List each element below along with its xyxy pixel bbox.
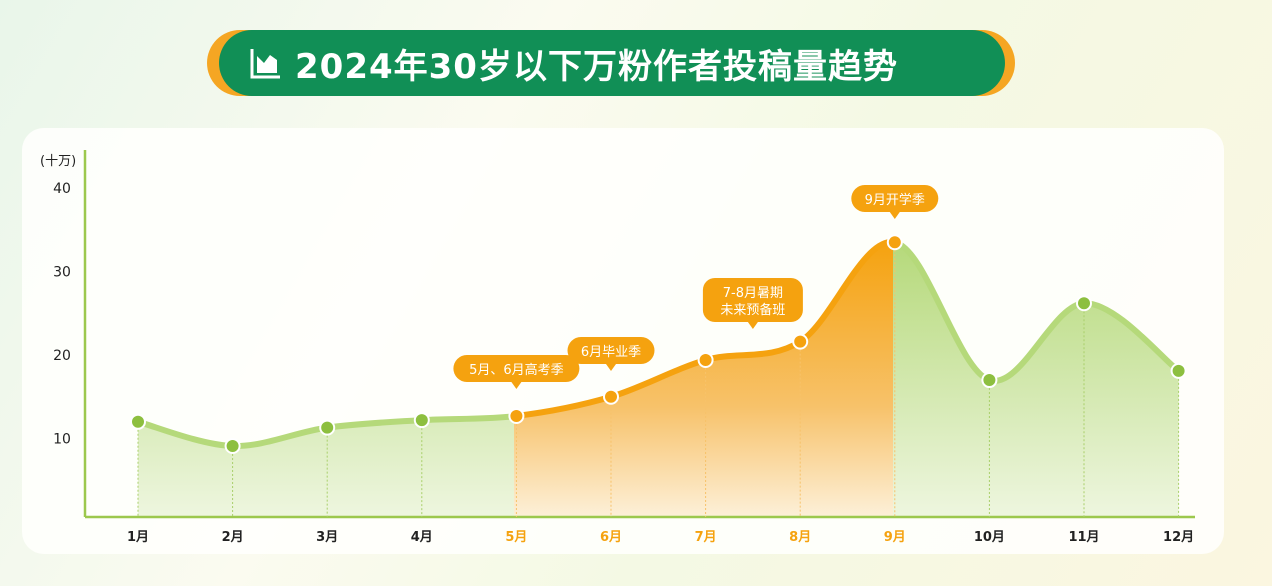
x-tick-label: 3月: [316, 530, 338, 545]
area-chart-icon: [250, 49, 280, 79]
x-tick-label: 4月: [411, 530, 433, 545]
data-point: [413, 412, 430, 429]
data-point: [319, 419, 336, 436]
annotation-callout: 5月、6月高考季: [453, 355, 580, 389]
x-tick-label: 6月: [600, 530, 622, 545]
area-fill-orange: [514, 242, 893, 517]
data-point: [1170, 362, 1187, 379]
x-tick-label: 1月: [127, 530, 149, 545]
data-point: [792, 333, 809, 350]
y-tick-label: 10: [53, 432, 71, 448]
series-line: [893, 239, 1181, 384]
x-tick-label: 11月: [1068, 530, 1099, 545]
data-point: [130, 413, 146, 430]
data-point: [886, 234, 903, 251]
annotation-text: 6月毕业季: [581, 345, 641, 360]
data-point: [603, 388, 619, 405]
x-tick-label: 2月: [222, 530, 244, 545]
y-axis-unit: (十万): [40, 154, 77, 169]
y-tick-label: 40: [53, 181, 71, 197]
annotation-text: 5月、6月高考季: [469, 362, 564, 378]
x-tick-label: 9月: [884, 530, 906, 545]
x-tick-label: 5月: [505, 530, 527, 545]
area-fill-green: [138, 416, 514, 517]
annotation-callout: 6月毕业季: [567, 337, 655, 371]
title-banner: 2024年30岁以下万粉作者投稿量趋势: [207, 30, 1015, 96]
x-tick-label: 7月: [695, 530, 717, 545]
annotation-text: 未来预备班: [720, 302, 785, 318]
data-point: [1076, 295, 1092, 312]
y-tick-label: 20: [53, 348, 71, 364]
x-tick-label: 10月: [974, 530, 1005, 545]
title-bar: 2024年30岁以下万粉作者投稿量趋势: [219, 30, 1005, 96]
x-tick-label: 12月: [1163, 530, 1194, 545]
data-point: [224, 438, 241, 455]
data-point: [508, 407, 525, 424]
annotation-text: 9月开学季: [865, 192, 925, 208]
annotation-text: 7-8月暑期: [723, 286, 783, 301]
annotation-callout: 9月开学季: [851, 185, 939, 219]
chart-title: 2024年30岁以下万粉作者投稿量趋势: [295, 46, 898, 87]
x-tick-label: 8月: [789, 530, 811, 545]
data-point: [697, 352, 714, 369]
y-tick-label: 30: [53, 265, 71, 281]
data-point: [981, 372, 998, 389]
